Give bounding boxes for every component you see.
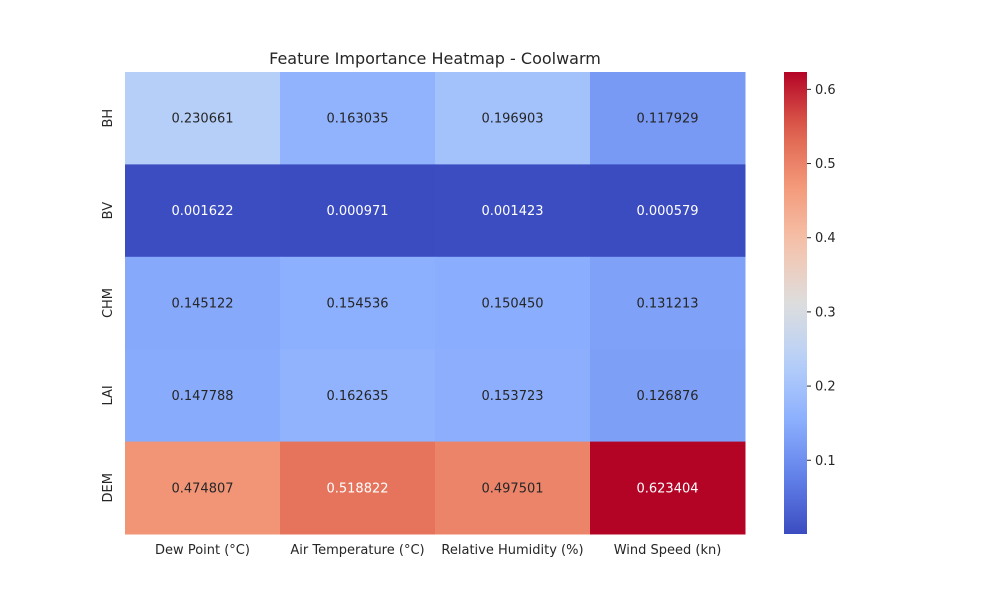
heatmap-cell-labels: 0.230661 0.163035 0.196903 0.117929 0.001622… — [171, 112, 698, 497]
heatmap-cell — [280, 441, 436, 535]
heatmap-cell — [125, 72, 281, 165]
cell-value-label: 0.154536 — [326, 297, 388, 312]
heatmap-cell — [590, 441, 746, 535]
heatmap-cell — [125, 164, 281, 258]
y-tick-label: CHM — [101, 288, 116, 318]
heatmap-cell — [590, 256, 746, 350]
heatmap-cell — [125, 441, 281, 535]
colorbar-ticks: 0.1 0.2 0.3 0.4 0.5 0.6 — [807, 83, 836, 469]
heatmap-cell — [280, 256, 436, 350]
y-tick-label: BH — [101, 109, 116, 128]
heatmap-cell — [435, 72, 591, 165]
heatmap-cell — [280, 72, 436, 165]
colorbar-tick-label: 0.5 — [815, 157, 836, 172]
cell-value-label: 0.623404 — [636, 481, 698, 496]
cell-value-label: 0.150450 — [481, 297, 543, 312]
y-tick-label: DEM — [101, 473, 116, 502]
y-axis-tick-labels: BH BV CHM LAI DEM — [101, 109, 116, 503]
heatmap-cell — [435, 441, 591, 535]
cell-value-label: 0.117929 — [636, 112, 698, 127]
heatmap-cell — [590, 72, 746, 165]
colorbar-tick-label: 0.6 — [815, 83, 836, 98]
colorbar — [784, 72, 807, 534]
heatmap-cell — [435, 256, 591, 350]
cell-value-label: 0.000971 — [326, 204, 388, 219]
cell-value-label: 0.153723 — [481, 389, 543, 404]
x-tick-label: Air Temperature (°C) — [290, 543, 424, 558]
heatmap-cell — [125, 256, 281, 350]
cell-value-label: 0.145122 — [171, 297, 233, 312]
heatmap-cell — [590, 164, 746, 258]
x-tick-label: Dew Point (°C) — [155, 543, 250, 558]
cell-value-label: 0.000579 — [636, 204, 698, 219]
chart-title: Feature Importance Heatmap - Coolwarm — [269, 49, 601, 68]
cell-value-label: 0.196903 — [481, 112, 543, 127]
heatmap-cell — [435, 164, 591, 258]
colorbar-tick-label: 0.2 — [815, 380, 836, 395]
heatmap-cells — [125, 72, 746, 535]
cell-value-label: 0.163035 — [326, 112, 388, 127]
x-tick-label: Relative Humidity (%) — [441, 543, 583, 558]
heatmap-cell — [125, 349, 281, 443]
cell-value-label: 0.147788 — [171, 389, 233, 404]
cell-value-label: 0.518822 — [326, 481, 388, 496]
y-tick-label: BV — [101, 202, 116, 220]
cell-value-label: 0.001423 — [481, 204, 543, 219]
cell-value-label: 0.001622 — [171, 204, 233, 219]
heatmap-cell — [280, 164, 436, 258]
cell-value-label: 0.497501 — [481, 481, 543, 496]
cell-value-label: 0.131213 — [636, 297, 698, 312]
colorbar-tick-label: 0.4 — [815, 231, 836, 246]
heatmap-cell — [280, 349, 436, 443]
heatmap-cell — [590, 349, 746, 443]
cell-value-label: 0.230661 — [171, 112, 233, 127]
cell-value-label: 0.474807 — [171, 481, 233, 496]
y-tick-label: LAI — [101, 385, 116, 405]
x-axis-tick-labels: Dew Point (°C) Air Temperature (°C) Relati… — [155, 543, 721, 558]
colorbar-tick-label: 0.3 — [815, 305, 836, 320]
cell-value-label: 0.162635 — [326, 389, 388, 404]
heatmap-cell — [435, 349, 591, 443]
cell-value-label: 0.126876 — [636, 389, 698, 404]
colorbar-tick-label: 0.1 — [815, 454, 836, 469]
x-tick-label: Wind Speed (kn) — [614, 543, 722, 558]
